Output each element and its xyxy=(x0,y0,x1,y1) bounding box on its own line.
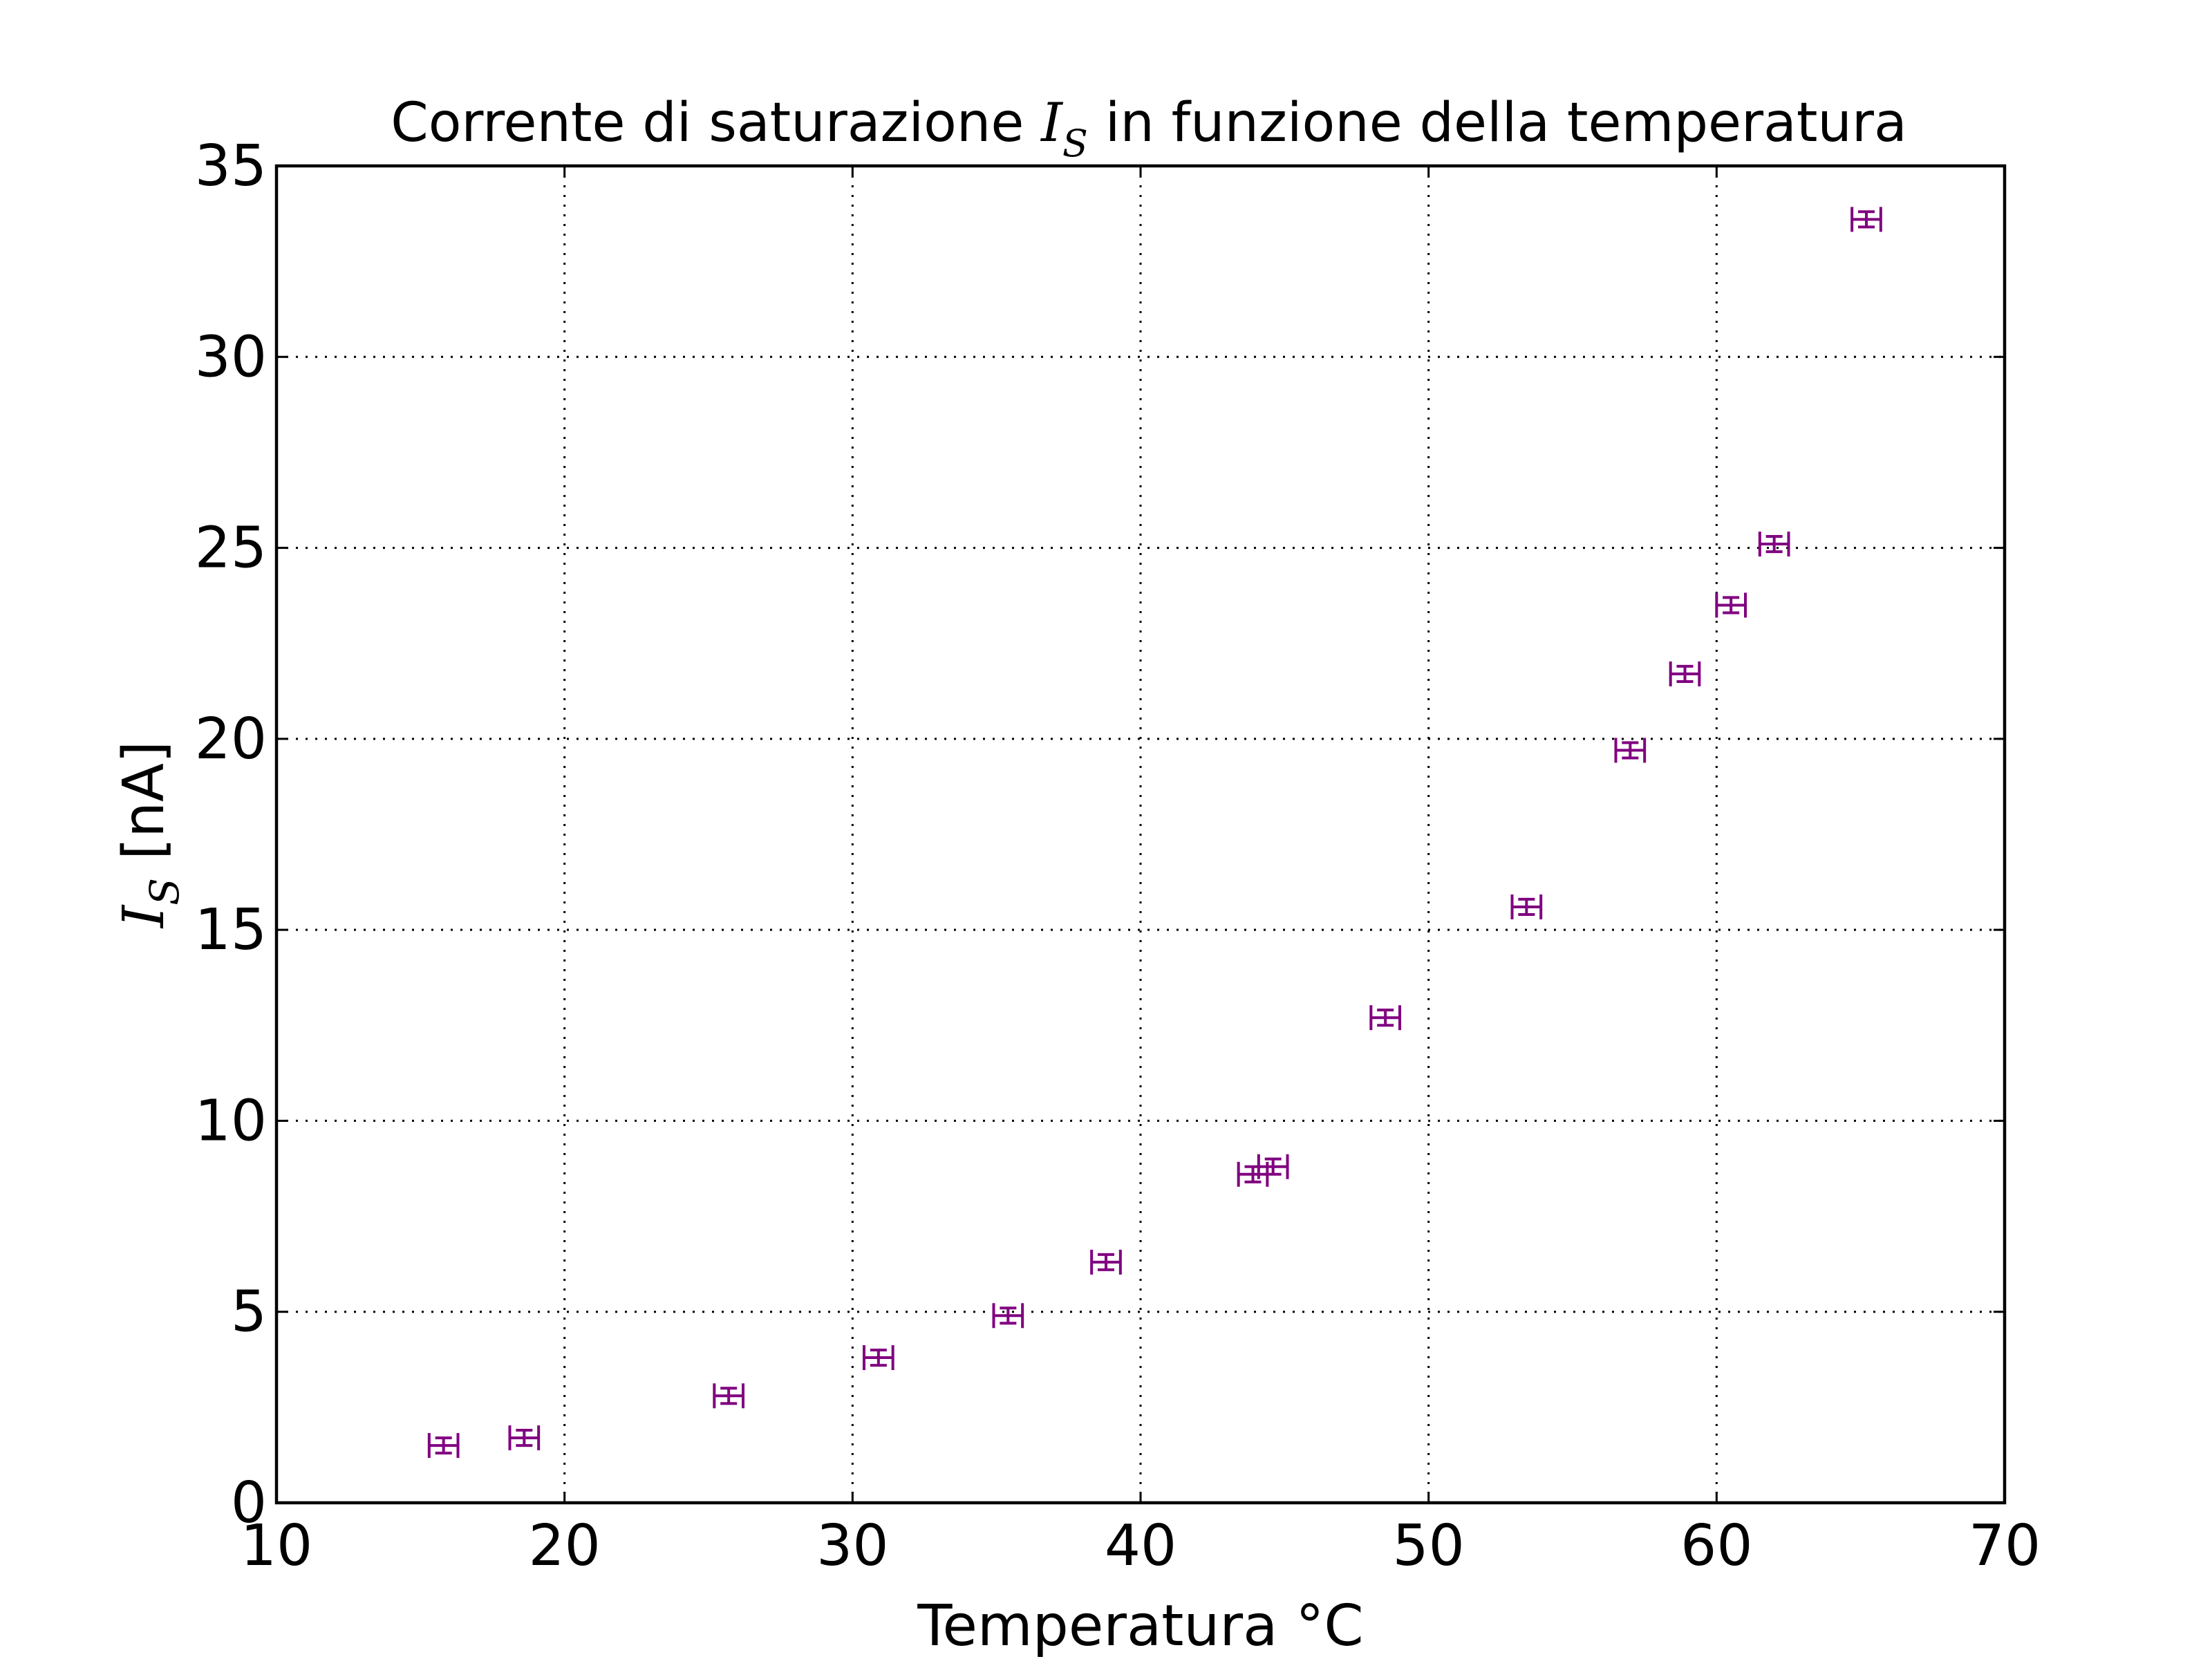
data-point xyxy=(1758,532,1790,557)
data-point xyxy=(1614,738,1647,763)
y-tick-label: 35 xyxy=(195,133,267,199)
y-tick-label: 25 xyxy=(195,516,267,581)
x-tick-label: 50 xyxy=(1392,1513,1464,1579)
data-point xyxy=(1369,1005,1401,1031)
x-tick-label: 70 xyxy=(1969,1513,2041,1579)
x-tick-label: 40 xyxy=(1105,1513,1177,1579)
x-tick-label: 60 xyxy=(1680,1513,1752,1579)
data-point xyxy=(1257,1154,1289,1179)
x-tick-label: 30 xyxy=(816,1513,888,1579)
x-axis-label: Temperatura °C xyxy=(917,1593,1363,1659)
y-tick-label: 15 xyxy=(195,897,267,963)
y-axis-label-math-main: I xyxy=(111,904,177,929)
y-tick-label: 0 xyxy=(231,1470,267,1536)
data-points-layer xyxy=(427,207,1882,1459)
data-point xyxy=(713,1383,744,1409)
y-tick-label: 10 xyxy=(195,1088,267,1154)
data-point xyxy=(1510,894,1543,919)
chart-title-prefix: Corrente di saturazione xyxy=(391,92,1041,154)
grid-layer xyxy=(276,166,2005,1503)
chart-title-suffix: in funzione della temperatura xyxy=(1088,92,1907,154)
x-tick-label: 20 xyxy=(528,1513,600,1579)
data-point xyxy=(1090,1249,1122,1275)
y-tick-label: 20 xyxy=(195,706,267,772)
y-axis-label-math-sub: S xyxy=(141,878,188,906)
chart-title-math-sub: S xyxy=(1062,122,1088,165)
y-axis-label-suffix: [nA] xyxy=(111,741,177,878)
data-point xyxy=(992,1303,1024,1329)
chart-title-math-main: I xyxy=(1040,92,1064,154)
data-point xyxy=(508,1425,541,1451)
chart-title: Corrente di saturazione IS in funzione d… xyxy=(391,92,1907,165)
data-point xyxy=(1715,592,1747,618)
data-point xyxy=(1850,207,1882,232)
data-point xyxy=(863,1345,894,1371)
y-tick-label: 5 xyxy=(231,1280,267,1345)
data-point xyxy=(427,1433,460,1459)
y-tick-label: 30 xyxy=(195,324,267,390)
x-tick-label: 10 xyxy=(241,1513,312,1579)
plot-frame xyxy=(274,164,2007,1505)
y-axis-label: IS [nA] xyxy=(111,741,188,929)
data-point xyxy=(1669,661,1701,686)
tick-label-layer: 10 20 30 40 50 60 70 0 5 10 15 20 25 30 35 xyxy=(195,133,2041,1579)
